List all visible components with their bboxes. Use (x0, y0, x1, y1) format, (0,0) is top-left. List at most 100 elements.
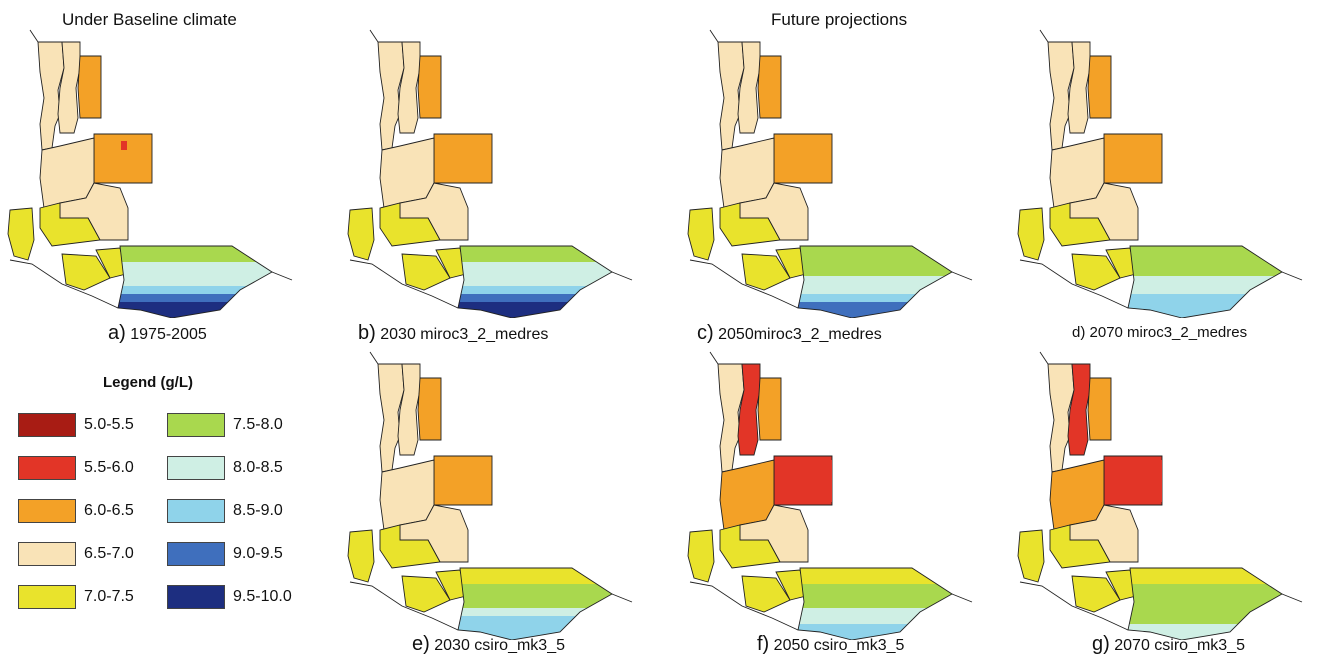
legend-item: 9.5-10.0 (167, 584, 292, 610)
region-ne-block (757, 55, 782, 119)
region-ne-block (77, 55, 102, 119)
region-band (1128, 584, 1282, 598)
region-band (458, 286, 612, 294)
region-band (1128, 598, 1282, 608)
region-south-west (719, 202, 781, 247)
region-east-box (773, 133, 833, 184)
region-west-tip (347, 529, 375, 583)
region-band (458, 294, 612, 302)
caption-f: f) 2050 csiro_mk3_5 (757, 633, 905, 655)
region-band (458, 616, 612, 624)
region-ne-block (757, 377, 782, 441)
caption-a: a) 1975-2005 (108, 322, 207, 344)
coastline (689, 29, 973, 309)
region-east-box (1103, 133, 1163, 184)
region-band (1128, 616, 1282, 624)
legend-label: 9.5-10.0 (233, 588, 292, 605)
region-band (798, 246, 952, 262)
region-south-west (719, 524, 781, 569)
region-band (798, 584, 952, 598)
legend-item: 6.0-6.5 (18, 498, 134, 524)
region-ne-block (417, 377, 442, 441)
region-east-box (433, 133, 493, 184)
region-band (1128, 294, 1282, 302)
baseline-header: Under Baseline climate (62, 10, 237, 29)
legend-label: 8.0-8.5 (233, 459, 283, 476)
region-outline (117, 245, 273, 319)
legend-swatch (18, 499, 76, 523)
region-outline (1127, 567, 1283, 641)
region-band (798, 598, 952, 608)
map-panel-c (680, 28, 980, 319)
coastline (1019, 351, 1303, 631)
salinity-map (687, 29, 973, 319)
region-band (798, 568, 952, 584)
legend-swatch (18, 542, 76, 566)
salinity-map (1017, 29, 1303, 319)
legend-swatch (167, 585, 225, 609)
hotspot (1128, 460, 1162, 502)
region-band (1128, 262, 1282, 276)
map-panel-a (0, 28, 300, 319)
salinity-map (7, 29, 293, 319)
legend-label: 8.5-9.0 (233, 502, 283, 519)
legend-label: 7.5-8.0 (233, 416, 283, 433)
region-east-box (433, 455, 493, 506)
region-ne-block (1087, 377, 1112, 441)
region-band (798, 608, 952, 616)
legend-label: 7.0-7.5 (84, 588, 134, 605)
region-band (798, 276, 952, 286)
hotspot (798, 460, 832, 502)
region-south-coast (741, 575, 791, 613)
region-outline (457, 567, 613, 641)
region-band (458, 598, 612, 608)
region-south-west (1049, 202, 1111, 247)
region-south-coast (741, 253, 791, 291)
legend-label: 5.0-5.5 (84, 416, 134, 433)
legend-label: 6.5-7.0 (84, 545, 134, 562)
legend-item: 7.0-7.5 (18, 584, 134, 610)
legend-item: 8.5-9.0 (167, 498, 283, 524)
region-band (118, 294, 272, 302)
salinity-map (347, 29, 633, 319)
region-south-coast (1071, 253, 1121, 291)
region-band (458, 608, 612, 616)
region-outline (797, 567, 953, 641)
map-panel-f (680, 350, 980, 641)
legend-swatch (167, 413, 225, 437)
legend-swatch (167, 456, 225, 480)
caption-e: e) 2030 csiro_mk3_5 (412, 633, 565, 655)
region-band (1128, 286, 1282, 294)
salinity-map (687, 351, 973, 641)
region-south-coast (61, 253, 111, 291)
region-west-tip (687, 529, 715, 583)
region-band (118, 276, 272, 286)
region-ne-block (1087, 55, 1112, 119)
region-band (1128, 608, 1282, 616)
region-band (118, 246, 272, 262)
legend-label: 9.0-9.5 (233, 545, 283, 562)
region-band (458, 262, 612, 276)
region-south-west (379, 202, 441, 247)
region-band (118, 286, 272, 294)
legend-label: 5.5-6.0 (84, 459, 134, 476)
salinity-map (1017, 351, 1303, 641)
region-band (798, 616, 952, 624)
region-band (1128, 246, 1282, 262)
region-south-coast (401, 575, 451, 613)
region-outline (1127, 245, 1283, 319)
legend-item: 5.5-6.0 (18, 455, 134, 481)
caption-d: d) 2070 miroc3_2_medres (1072, 324, 1248, 341)
region-south-coast (1071, 575, 1121, 613)
region-ne-block (417, 55, 442, 119)
map-panel-g (1010, 350, 1310, 641)
legend-item: 8.0-8.5 (167, 455, 283, 481)
coastline (1019, 29, 1303, 309)
map-panel-b (340, 28, 640, 319)
legend-label: 6.0-6.5 (84, 502, 134, 519)
salinity-map (347, 351, 633, 641)
map-panel-e (340, 350, 640, 641)
region-band (458, 568, 612, 584)
legend-swatch (18, 413, 76, 437)
legend-swatch (18, 456, 76, 480)
